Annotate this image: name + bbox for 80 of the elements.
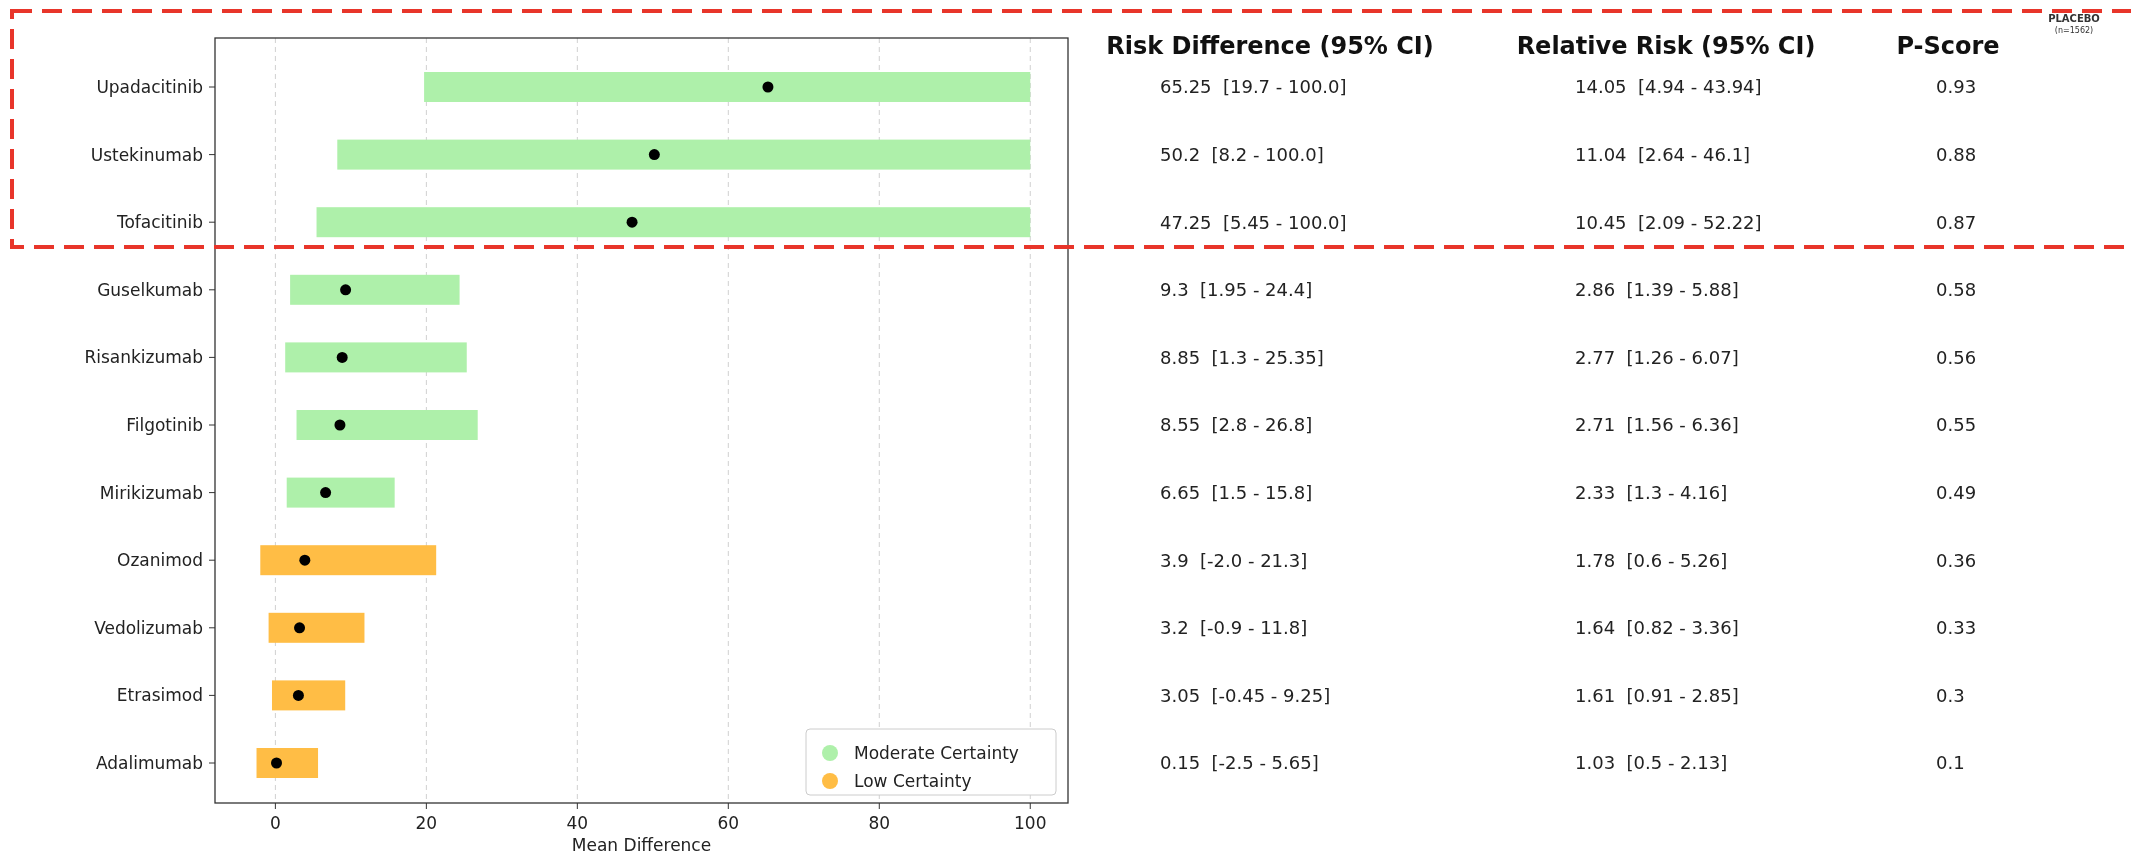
text: 8.85 [1.3 - 25.35] <box>1160 346 1324 368</box>
text: 50.2 [8.2 - 100.0] <box>1160 143 1324 165</box>
x-tick-label: 20 <box>415 813 438 833</box>
bar <box>256 748 319 778</box>
y-tick-label: Adalimumab <box>95 752 203 773</box>
text: 0.3 <box>1936 684 1965 706</box>
text: 0.88 <box>1936 143 1977 165</box>
y-tick-label: Risankizumab <box>84 347 203 368</box>
point <box>336 351 348 363</box>
text: P-Score <box>1896 32 2000 60</box>
y-tick-label: Tofacitinib <box>115 212 203 233</box>
text: 0.33 <box>1936 617 1977 639</box>
bar <box>260 545 437 576</box>
x-tick-label: 80 <box>868 813 891 833</box>
text: 9.3 [1.95 - 24.4] <box>1160 279 1313 301</box>
bar <box>268 612 365 643</box>
text: 3.05 [-0.45 - 9.25] <box>1160 684 1331 706</box>
bar <box>337 139 1031 170</box>
point <box>340 284 352 296</box>
bar <box>285 342 467 373</box>
text: 0.49 <box>1936 481 1977 503</box>
point <box>292 689 304 701</box>
y-tick-label: Guselkumab <box>97 279 203 300</box>
point <box>648 149 660 161</box>
point <box>334 419 346 431</box>
text: 0.87 <box>1936 211 1977 233</box>
text: 47.25 [5.45 - 100.0] <box>1160 211 1347 233</box>
legend-label: Low Certainty <box>854 770 972 791</box>
text: Relative Risk (95% CI) <box>1516 32 1816 60</box>
bar <box>271 680 346 711</box>
point <box>626 216 638 228</box>
text: 0.58 <box>1936 279 1977 301</box>
text: 0.55 <box>1936 414 1977 436</box>
text: 0.15 [-2.5 - 5.65] <box>1160 752 1319 774</box>
text: 2.77 [1.26 - 6.07] <box>1575 346 1739 368</box>
text: 1.64 [0.82 - 3.36] <box>1575 617 1739 639</box>
text: 0.56 <box>1936 346 1977 368</box>
text: 2.86 [1.39 - 5.88] <box>1575 279 1739 301</box>
y-tick-label: Upadacitinib <box>96 76 203 97</box>
text: 0.36 <box>1936 549 1977 571</box>
text: 1.78 [0.6 - 5.26] <box>1575 549 1728 571</box>
x-tick-label: 60 <box>717 813 740 833</box>
text: 2.71 [1.56 - 6.36] <box>1575 414 1739 436</box>
y-tick-label: Vedolizumab <box>94 617 203 638</box>
y-tick-label: Ustekinumab <box>90 144 203 165</box>
x-tick-label: 40 <box>566 813 589 833</box>
text: 3.2 [-0.9 - 11.8] <box>1160 617 1308 639</box>
text: 1.03 [0.5 - 2.13] <box>1575 752 1728 774</box>
bar <box>286 477 395 508</box>
text: Risk Difference (95% CI) <box>1106 32 1434 60</box>
text: 10.45 [2.09 - 52.22] <box>1575 211 1762 233</box>
text: 0.93 <box>1936 76 1977 98</box>
text: 65.25 [19.7 - 100.0] <box>1160 76 1347 98</box>
point <box>271 757 283 769</box>
text: 2.33 [1.3 - 4.16] <box>1575 481 1728 503</box>
y-tick-label: Mirikizumab <box>99 482 203 503</box>
legend-label: Moderate Certainty <box>854 742 1019 763</box>
point <box>762 81 774 93</box>
y-tick-label: Etrasimod <box>116 685 203 706</box>
y-tick-label: Filgotinib <box>126 414 203 435</box>
text: 14.05 [4.94 - 43.94] <box>1575 76 1762 98</box>
x-axis-title: Mean Difference <box>571 835 712 855</box>
x-tick-label: 100 <box>1014 813 1047 833</box>
text: 3.9 [-2.0 - 21.3] <box>1160 549 1308 571</box>
bar <box>290 274 460 305</box>
x-tick-label: 0 <box>269 813 281 833</box>
bar <box>424 72 1031 102</box>
y-tick-label: Ozanimod <box>117 550 203 571</box>
point <box>299 554 311 566</box>
text: (n=1562) <box>2054 26 2094 35</box>
text: 0.1 <box>1936 752 1965 774</box>
bar <box>296 410 478 440</box>
text: 6.65 [1.5 - 15.8] <box>1160 481 1313 503</box>
text: 1.61 [0.91 - 2.85] <box>1575 684 1739 706</box>
point <box>294 622 306 634</box>
text: 8.55 [2.8 - 26.8] <box>1160 414 1313 436</box>
point <box>320 487 332 499</box>
bar <box>316 207 1031 238</box>
text: 11.04 [2.64 - 46.1] <box>1575 143 1751 165</box>
text: PLACEBO <box>2048 13 2100 24</box>
